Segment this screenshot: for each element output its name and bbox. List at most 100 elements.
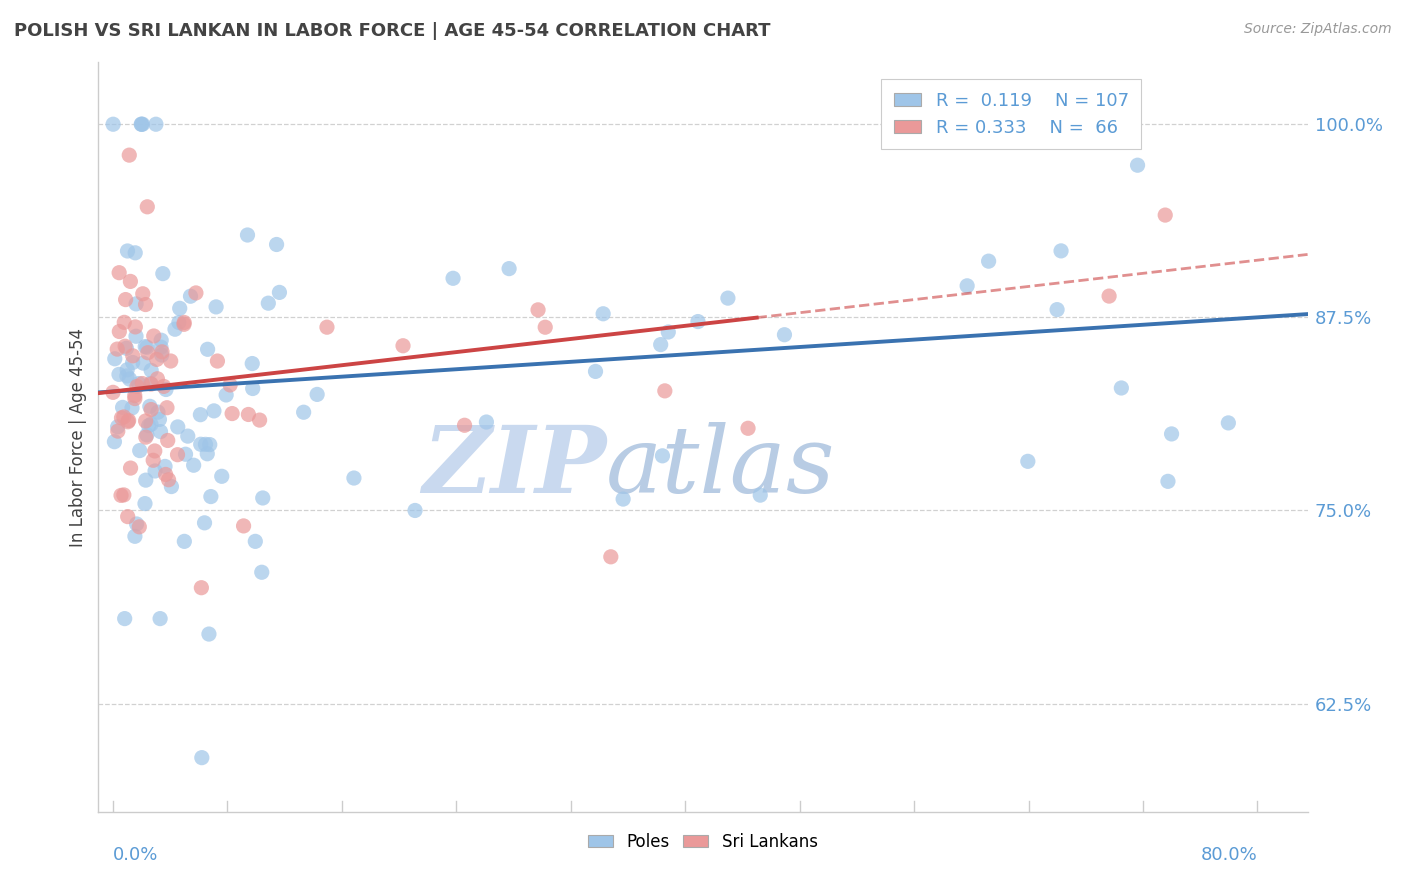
Point [657, 325, 679, 339]
Point [114, 293, 136, 307]
Point [120, 274, 142, 288]
Point [190, 408, 212, 422]
Point [173, 534, 195, 549]
Point [250, 566, 273, 580]
Point [232, 519, 254, 533]
Point [190, 581, 212, 595]
Point [1160, 426, 1182, 441]
Point [146, 405, 169, 419]
Point [101, 117, 124, 131]
Point [179, 289, 201, 303]
Point [183, 458, 205, 473]
Point [156, 434, 179, 448]
Point [134, 497, 156, 511]
Point [108, 266, 131, 280]
Point [1126, 158, 1149, 172]
Point [651, 449, 673, 463]
Point [112, 409, 135, 424]
Point [257, 296, 280, 310]
Text: POLISH VS SRI LANKAN IN LABOR FORCE | AGE 45-54 CORRELATION CHART: POLISH VS SRI LANKAN IN LABOR FORCE | AG… [14, 22, 770, 40]
Legend: Poles, Sri Lankans: Poles, Sri Lankans [582, 826, 824, 857]
Point [135, 430, 157, 444]
Point [441, 271, 464, 285]
Point [152, 379, 174, 393]
Point [650, 337, 672, 351]
Point [173, 316, 195, 330]
Point [128, 520, 150, 534]
Point [236, 227, 259, 242]
Point [138, 418, 160, 433]
Point [131, 117, 153, 131]
Point [1111, 381, 1133, 395]
Point [219, 378, 242, 392]
Point [592, 307, 614, 321]
Point [125, 297, 148, 311]
Point [124, 388, 146, 402]
Point [190, 437, 212, 451]
Point [135, 297, 157, 311]
Point [104, 351, 127, 366]
Text: atlas: atlas [606, 422, 835, 512]
Point [111, 401, 134, 415]
Point [292, 405, 315, 419]
Point [124, 319, 146, 334]
Point [242, 382, 264, 396]
Point [149, 425, 172, 439]
Point [145, 117, 167, 131]
Point [139, 400, 162, 414]
Point [155, 383, 177, 397]
Point [112, 488, 135, 502]
Point [132, 356, 155, 370]
Point [240, 357, 263, 371]
Point [167, 316, 190, 330]
Point [117, 415, 139, 429]
Point [717, 291, 740, 305]
Point [956, 278, 979, 293]
Point [150, 344, 173, 359]
Point [150, 348, 173, 362]
Point [194, 437, 217, 451]
Point [266, 237, 288, 252]
Point [198, 627, 221, 641]
Point [124, 245, 146, 260]
Text: 0.0%: 0.0% [112, 846, 157, 863]
Point [1046, 302, 1069, 317]
Point [145, 352, 167, 367]
Point [1098, 289, 1121, 303]
Point [245, 534, 267, 549]
Point [139, 376, 162, 391]
Point [110, 411, 132, 425]
Point [118, 148, 141, 162]
Point [108, 325, 131, 339]
Text: ZIP: ZIP [422, 422, 606, 512]
Point [534, 320, 557, 334]
Point [135, 428, 157, 442]
Point [585, 364, 607, 378]
Point [155, 467, 177, 482]
Point [252, 491, 274, 505]
Point [159, 354, 181, 368]
Point [108, 368, 131, 382]
Point [1218, 416, 1240, 430]
Point [200, 490, 222, 504]
Point [124, 392, 146, 406]
Point [163, 322, 186, 336]
Point [135, 414, 157, 428]
Point [153, 459, 176, 474]
Point [124, 529, 146, 543]
Point [141, 402, 163, 417]
Y-axis label: In Labor Force | Age 45-54: In Labor Force | Age 45-54 [69, 327, 87, 547]
Point [453, 418, 475, 433]
Point [143, 444, 166, 458]
Point [114, 339, 136, 353]
Point [134, 340, 156, 354]
Point [211, 469, 233, 483]
Point [195, 447, 218, 461]
Point [132, 286, 155, 301]
Point [307, 387, 329, 401]
Point [107, 419, 129, 434]
Point [166, 448, 188, 462]
Point [1050, 244, 1073, 258]
Point [205, 300, 228, 314]
Point [115, 368, 138, 383]
